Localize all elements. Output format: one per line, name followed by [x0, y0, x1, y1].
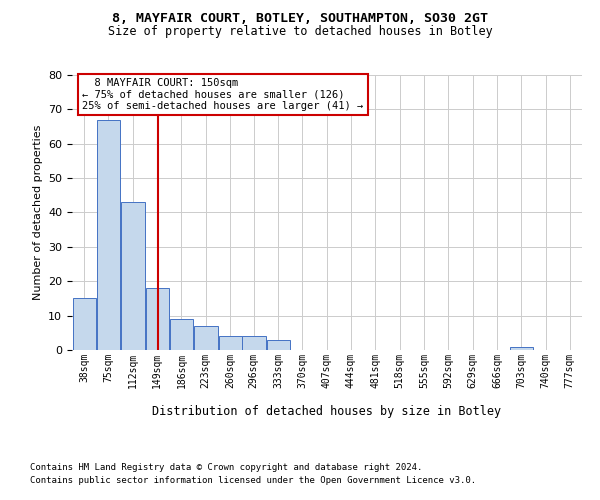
Text: Distribution of detached houses by size in Botley: Distribution of detached houses by size … [152, 405, 502, 418]
Bar [242, 336, 266, 350]
Bar [146, 288, 169, 350]
Bar [194, 326, 218, 350]
Text: 8 MAYFAIR COURT: 150sqm  
← 75% of detached houses are smaller (126)
25% of semi: 8 MAYFAIR COURT: 150sqm ← 75% of detache… [82, 78, 364, 111]
Text: 8, MAYFAIR COURT, BOTLEY, SOUTHAMPTON, SO30 2GT: 8, MAYFAIR COURT, BOTLEY, SOUTHAMPTON, S… [112, 12, 488, 26]
Y-axis label: Number of detached properties: Number of detached properties [32, 125, 43, 300]
Text: Contains public sector information licensed under the Open Government Licence v3: Contains public sector information licen… [30, 476, 476, 485]
Bar [121, 202, 145, 350]
Bar [73, 298, 96, 350]
Bar [170, 319, 193, 350]
Text: Contains HM Land Registry data © Crown copyright and database right 2024.: Contains HM Land Registry data © Crown c… [30, 462, 422, 471]
Bar [219, 336, 242, 350]
Bar [510, 346, 533, 350]
Bar [97, 120, 121, 350]
Bar [267, 340, 290, 350]
Text: Size of property relative to detached houses in Botley: Size of property relative to detached ho… [107, 25, 493, 38]
